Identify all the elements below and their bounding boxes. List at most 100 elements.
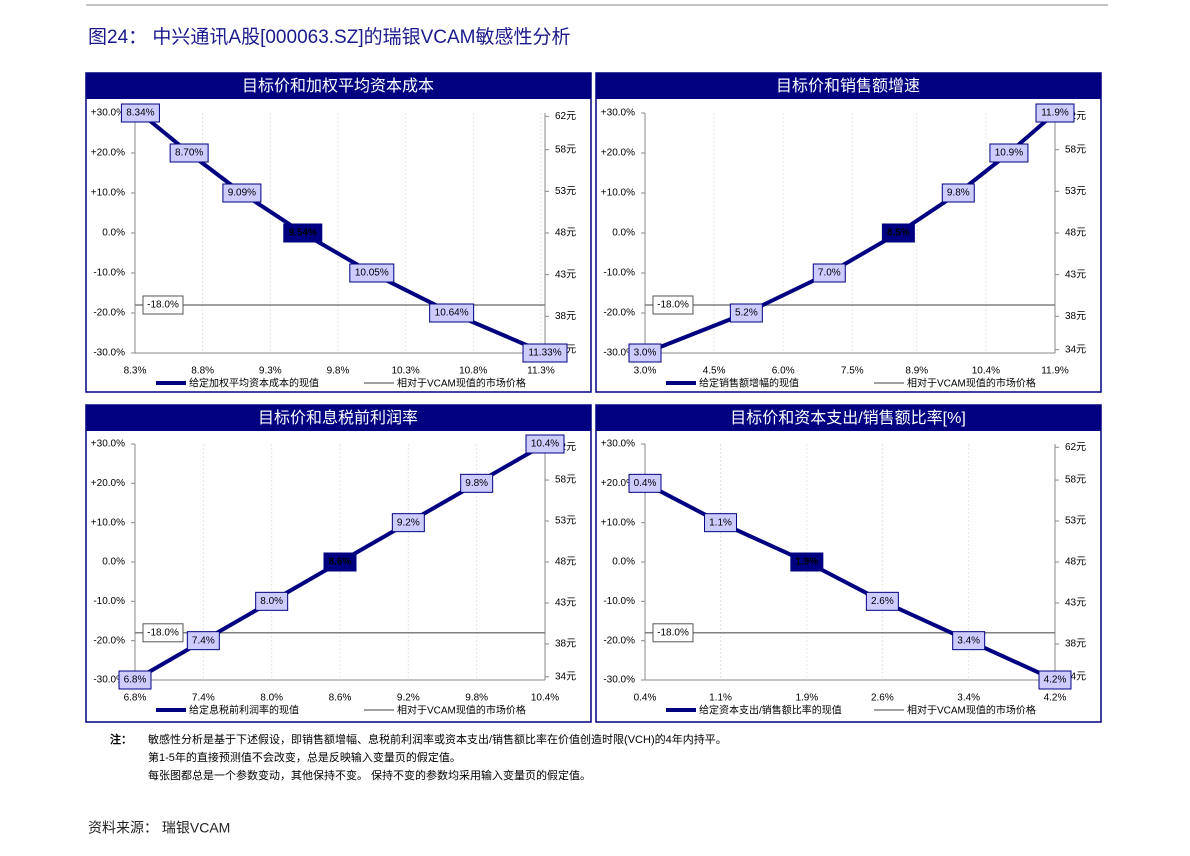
point-label: 8.5%: [887, 228, 910, 239]
y2-tick-label: 38元: [555, 639, 576, 650]
data-point: [222, 183, 262, 203]
y-tick-label: +20.0%: [91, 148, 125, 159]
x-tick-label: 1.9%: [795, 693, 818, 704]
y2-tick-label: 58元: [1065, 475, 1086, 486]
x-tick-label: 8.0%: [260, 693, 283, 704]
y-tick-label: +10.0%: [601, 188, 635, 199]
x-tick-label: 1.1%: [709, 693, 732, 704]
y2-tick-label: 58元: [1065, 144, 1086, 155]
x-tick-label: 10.4%: [531, 693, 559, 704]
reference-label: -18.0%: [657, 300, 689, 311]
y2-tick-label: 53元: [555, 186, 576, 197]
x-tick-label: 9.8%: [327, 366, 350, 377]
point-label: 1.1%: [709, 517, 732, 528]
x-tick-label: 7.4%: [192, 693, 215, 704]
y-tick-label: -30.0%: [93, 675, 125, 686]
legend-label: 相对于VCAM现值的市场价格: [907, 704, 1036, 717]
x-tick-label: 8.6%: [329, 693, 352, 704]
panel-frame: [85, 72, 592, 393]
panel-frame: [85, 404, 592, 723]
point-label: 8.34%: [126, 108, 154, 119]
panel-frame: [595, 404, 1102, 723]
y-tick-label: -20.0%: [93, 635, 125, 646]
x-tick-label: 10.4%: [972, 366, 1000, 377]
point-label: 7.0%: [818, 268, 841, 279]
y-tick-label: -20.0%: [603, 635, 635, 646]
y2-tick-label: 62元: [1065, 442, 1086, 453]
y-tick-label: -10.0%: [93, 596, 125, 607]
x-tick-label: 6.0%: [772, 366, 795, 377]
x-tick-label: 3.4%: [957, 693, 980, 704]
x-tick-label: 8.3%: [124, 366, 147, 377]
data-point: [391, 513, 425, 533]
data-point: [865, 591, 899, 611]
y-tick-label: -10.0%: [603, 596, 635, 607]
data-point: [628, 473, 662, 493]
data-point: [283, 223, 323, 243]
point-label: 10.64%: [435, 308, 469, 319]
x-tick-label: 7.5%: [841, 366, 864, 377]
x-tick-label: 9.2%: [397, 693, 420, 704]
point-label: 0.4%: [634, 478, 657, 489]
reference-label: -18.0%: [147, 627, 179, 638]
point-label: 5.2%: [735, 308, 758, 319]
y-tick-label: 0.0%: [102, 228, 125, 239]
data-point: [525, 434, 565, 454]
y2-tick-label: 62元: [555, 442, 576, 453]
y2-tick-label: 34元: [555, 671, 576, 682]
point-label: 10.4%: [531, 439, 559, 450]
data-point: [118, 670, 152, 690]
y-tick-label: +10.0%: [91, 188, 125, 199]
y-tick-label: -10.0%: [603, 268, 635, 279]
data-point: [120, 103, 160, 123]
reference-label-box: [142, 623, 184, 643]
point-label: 11.9%: [1041, 108, 1069, 119]
data-point: [989, 143, 1029, 163]
y2-tick-label: 43元: [555, 598, 576, 609]
panel-title: 目标价和加权平均资本成本: [242, 77, 434, 95]
legend-label: 给定销售额增幅的现值: [699, 377, 799, 390]
y-tick-label: -30.0%: [93, 348, 125, 359]
data-point: [881, 223, 915, 243]
x-tick-label: 9.8%: [465, 693, 488, 704]
reference-label: -18.0%: [657, 627, 689, 638]
page-title: 图24： 中兴通讯A股[000063.SZ]的瑞银VCAM敏感性分析: [88, 26, 571, 48]
y2-tick-label: 34元: [1065, 344, 1086, 355]
y2-tick-label: 43元: [1065, 269, 1086, 280]
y-tick-label: +10.0%: [91, 517, 125, 528]
notes-label: 注：: [110, 732, 132, 746]
y-tick-label: -10.0%: [93, 268, 125, 279]
y2-tick-label: 58元: [555, 144, 576, 155]
legend-label: 相对于VCAM现值的市场价格: [907, 377, 1036, 390]
point-label: 8.0%: [260, 596, 283, 607]
panel-title-bar: [596, 405, 1101, 431]
legend-label: 相对于VCAM现值的市场价格: [397, 704, 526, 717]
x-tick-label: 10.8%: [459, 366, 487, 377]
x-tick-label: 10.3%: [391, 366, 419, 377]
y-tick-label: -20.0%: [603, 308, 635, 319]
reference-label: -18.0%: [147, 300, 179, 311]
point-label: 9.2%: [397, 517, 420, 528]
x-tick-label: 11.3%: [527, 366, 555, 377]
x-tick-label: 6.8%: [124, 693, 147, 704]
point-label: 10.9%: [995, 148, 1023, 159]
panel-title-bar: [86, 73, 591, 99]
x-tick-label: 8.8%: [191, 366, 214, 377]
y2-tick-label: 58元: [555, 475, 576, 486]
legend-label: 给定加权平均资本成本的现值: [189, 377, 319, 390]
y2-tick-label: 53元: [1065, 186, 1086, 197]
point-label: 8.6%: [329, 557, 352, 568]
y-tick-label: -30.0%: [603, 675, 635, 686]
data-point: [186, 631, 220, 651]
panel-title: 目标价和息税前利润率: [258, 409, 418, 427]
point-label: 9.8%: [465, 478, 488, 489]
data-point: [628, 343, 662, 363]
y2-tick-label: 38元: [1065, 639, 1086, 650]
x-tick-label: 3.0%: [634, 366, 657, 377]
data-point: [349, 263, 395, 283]
point-label: 9.09%: [228, 188, 256, 199]
y2-tick-label: 48元: [1065, 557, 1086, 568]
y2-tick-label: 48元: [555, 228, 576, 239]
x-tick-label: 2.6%: [871, 693, 894, 704]
